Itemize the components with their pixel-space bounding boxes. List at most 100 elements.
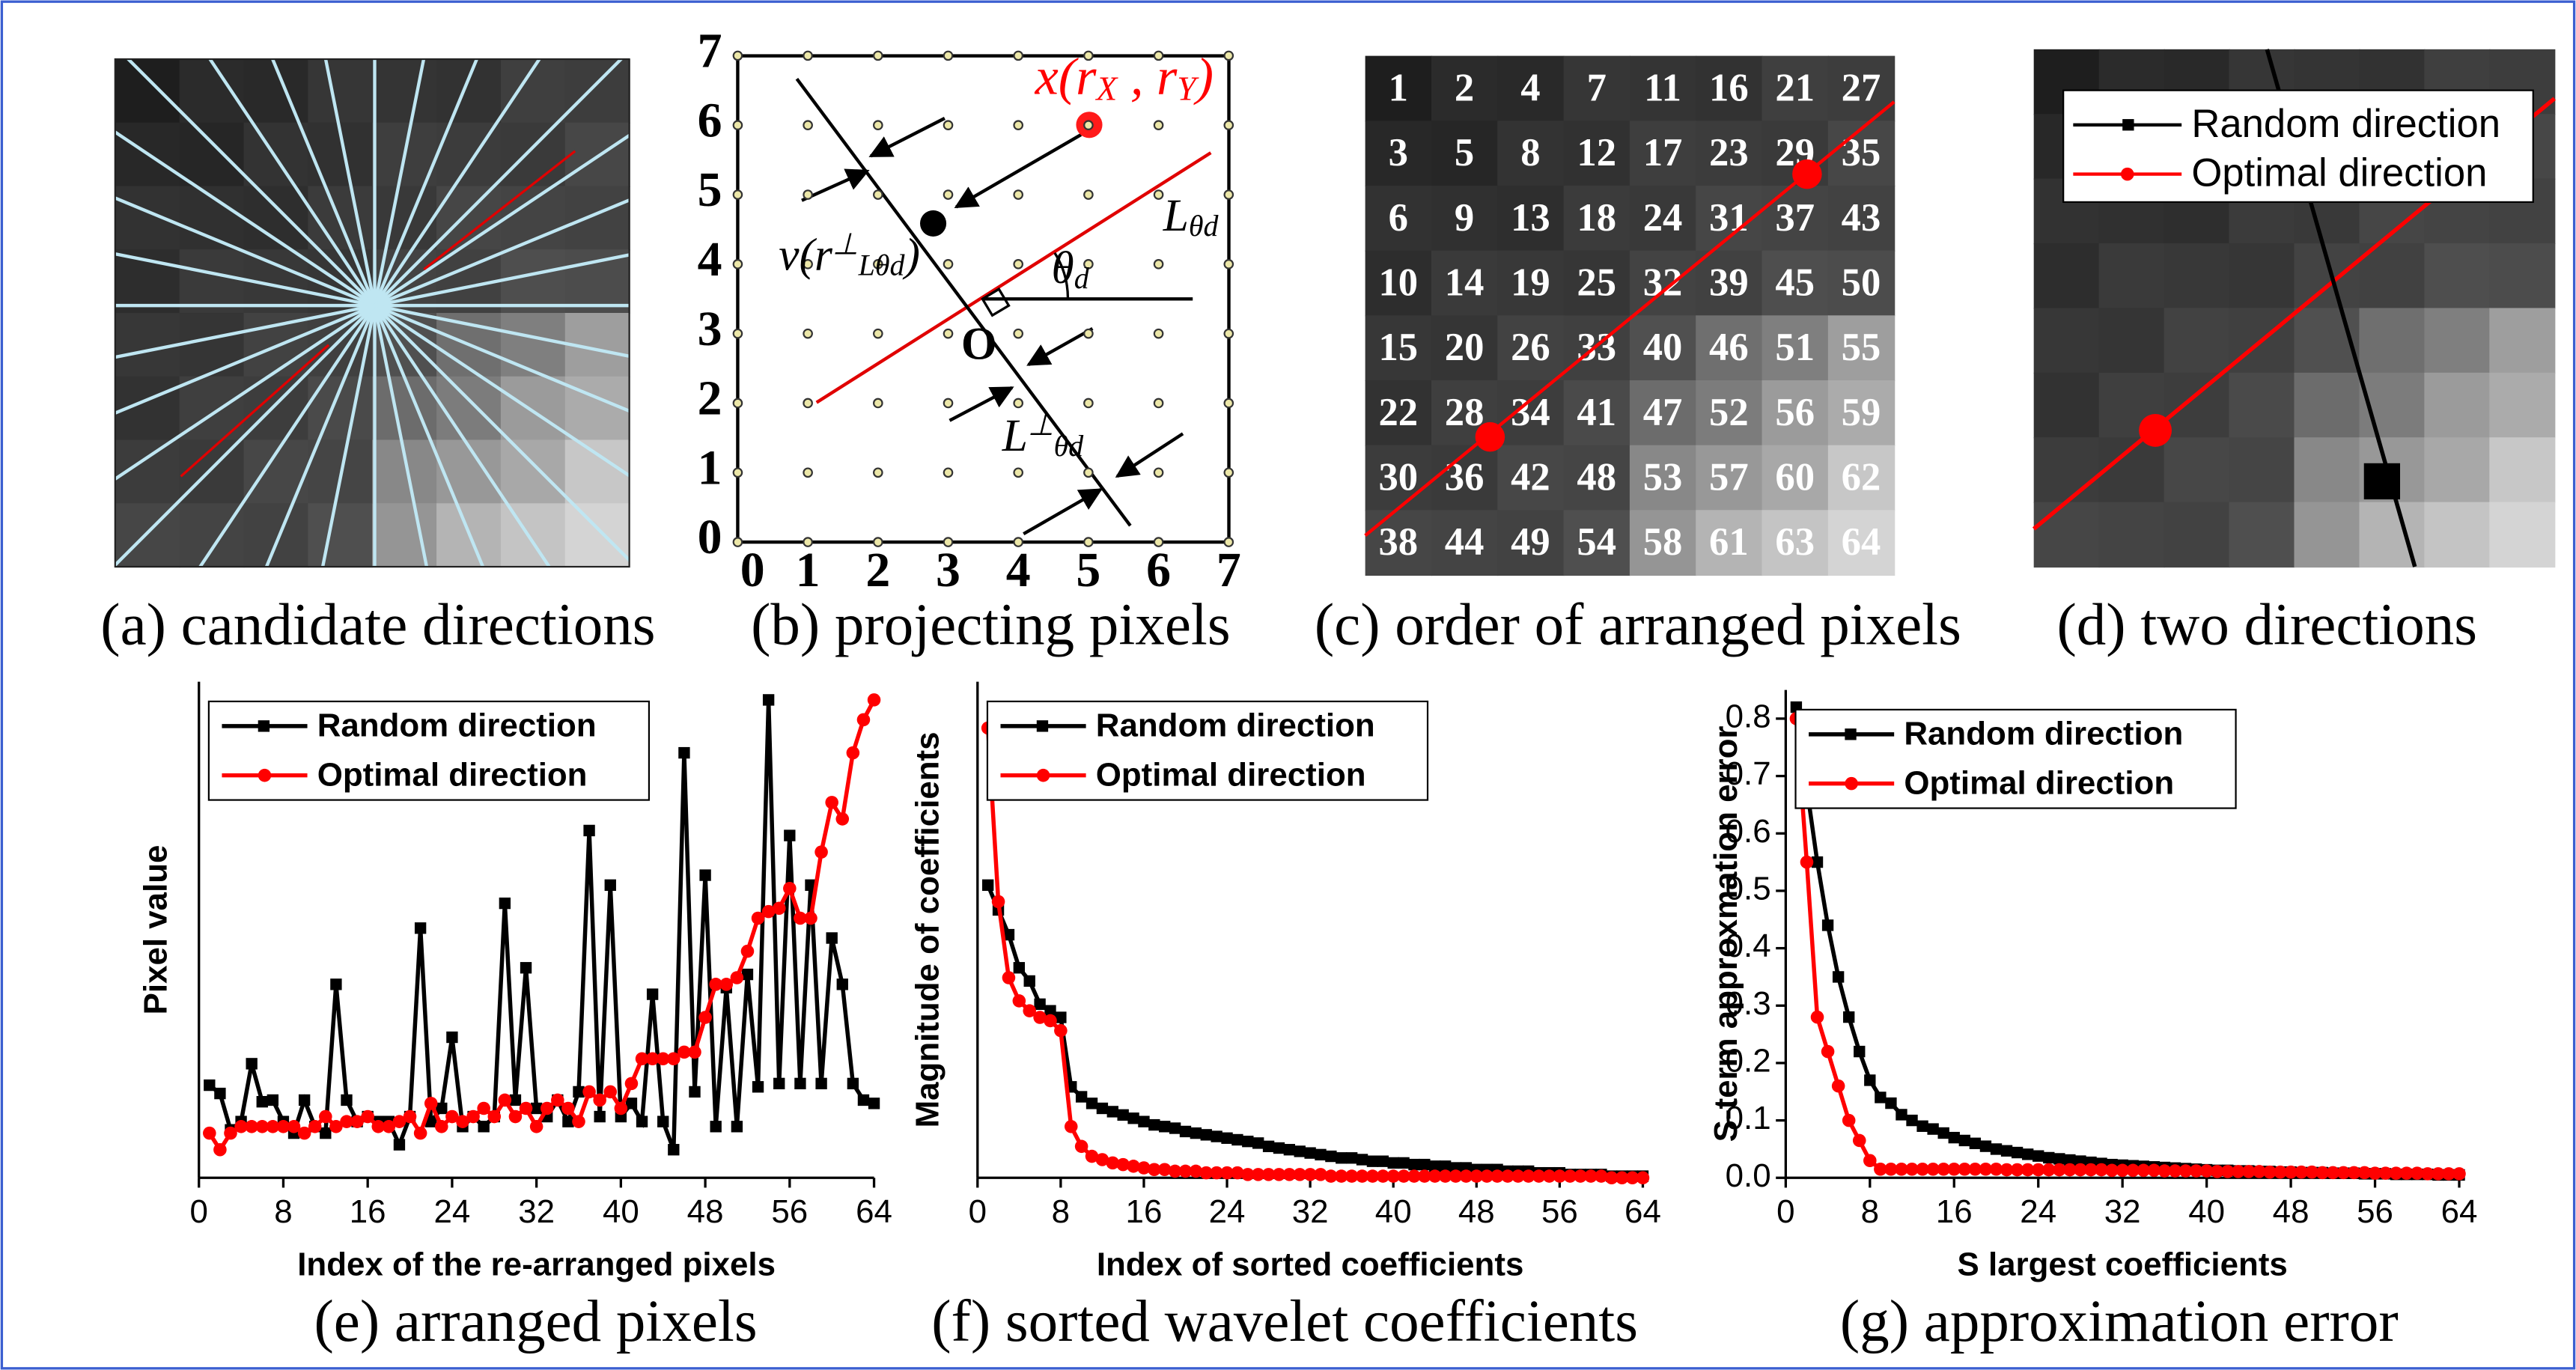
point-marker bbox=[1211, 1130, 1222, 1142]
point-marker bbox=[414, 922, 427, 934]
point-marker bbox=[1304, 1147, 1316, 1159]
y-tick-label: 0.0 bbox=[1726, 1157, 1771, 1194]
point-marker bbox=[2084, 1163, 2098, 1177]
order-number: 37 bbox=[1775, 196, 1815, 240]
point-marker bbox=[320, 1127, 332, 1139]
grid-dot bbox=[1083, 189, 1094, 200]
point-marker bbox=[783, 881, 797, 895]
grid-dot bbox=[1153, 50, 1164, 61]
point-marker bbox=[2011, 1146, 2024, 1159]
point-marker bbox=[2357, 1166, 2372, 1180]
order-number: 40 bbox=[1643, 326, 1683, 369]
order-number: 60 bbox=[1775, 455, 1815, 499]
point-marker bbox=[1821, 919, 1834, 931]
x-tick-label: 16 bbox=[350, 1193, 386, 1230]
point-marker bbox=[772, 901, 786, 916]
grid-dot bbox=[1083, 398, 1094, 409]
point-marker bbox=[815, 1077, 827, 1090]
order-number: 17 bbox=[1643, 131, 1683, 174]
x-tick-label: 64 bbox=[1625, 1193, 1661, 1230]
order-number: 24 bbox=[1643, 196, 1683, 240]
image-pixel bbox=[179, 249, 245, 314]
point-marker bbox=[1429, 1160, 1441, 1172]
point-marker bbox=[1480, 1169, 1493, 1183]
grid-dot bbox=[803, 467, 813, 478]
point-marker bbox=[2378, 1166, 2393, 1180]
x-tick-label: 32 bbox=[518, 1193, 555, 1230]
point-marker bbox=[267, 1094, 279, 1106]
point-marker bbox=[1937, 1127, 1949, 1139]
point-label: x(rX , rY) bbox=[1035, 48, 1214, 108]
point-marker bbox=[645, 1052, 660, 1066]
selected-pixel bbox=[1792, 159, 1822, 189]
image-pixel bbox=[1431, 55, 1499, 122]
x-tick-label: 5 bbox=[1076, 543, 1100, 597]
point-marker bbox=[689, 1086, 701, 1098]
x-tick-label: 64 bbox=[2441, 1193, 2478, 1230]
order-number: 38 bbox=[1378, 520, 1418, 564]
point-marker bbox=[1511, 1169, 1525, 1183]
order-number: 2 bbox=[1455, 66, 1474, 109]
x-tick-label: 0 bbox=[1776, 1193, 1794, 1230]
point-marker bbox=[2043, 1151, 2055, 1164]
point-marker bbox=[1033, 1011, 1047, 1024]
legend-label: Optimal direction bbox=[1096, 756, 1366, 793]
grid-dot bbox=[873, 50, 883, 61]
point-marker bbox=[1012, 994, 1026, 1008]
x-tick-label: 6 bbox=[1146, 543, 1171, 597]
optimal-ray bbox=[180, 344, 330, 478]
caption: (f) sorted wavelet coefficients bbox=[931, 1289, 1638, 1354]
point-marker bbox=[1532, 1169, 1546, 1183]
point-marker bbox=[1574, 1169, 1587, 1183]
order-number: 64 bbox=[1842, 520, 1881, 564]
point-marker bbox=[1200, 1129, 1212, 1141]
x-tick-label: 24 bbox=[2020, 1193, 2056, 1230]
point-marker bbox=[2263, 1165, 2277, 1179]
point-marker bbox=[478, 1121, 490, 1133]
legend-box bbox=[2062, 89, 2534, 203]
image-pixel bbox=[1497, 510, 1565, 576]
order-number: 43 bbox=[1842, 196, 1881, 240]
image-pixel bbox=[2359, 502, 2426, 568]
point-marker bbox=[1055, 1011, 1067, 1023]
point-marker bbox=[1852, 1133, 1866, 1148]
point-marker bbox=[1875, 1092, 1887, 1103]
point-marker bbox=[1863, 1154, 1877, 1168]
image-pixel bbox=[2229, 437, 2295, 503]
point-marker bbox=[1074, 1139, 1088, 1154]
point-marker bbox=[857, 1094, 870, 1106]
point-marker bbox=[1137, 1161, 1151, 1175]
label-part: Y bbox=[1177, 70, 1199, 108]
image-pixel bbox=[1696, 445, 1763, 511]
point-marker bbox=[487, 1109, 502, 1124]
image-pixel bbox=[2098, 308, 2165, 374]
point-marker bbox=[308, 1120, 322, 1133]
point-marker bbox=[1501, 1169, 1514, 1183]
point-marker bbox=[1044, 1005, 1056, 1017]
point-marker bbox=[1605, 1171, 1619, 1185]
y-tick-label: 0.2 bbox=[1726, 1043, 1771, 1080]
image-pixel bbox=[1563, 510, 1630, 576]
grid-dot bbox=[1083, 259, 1094, 270]
point-marker bbox=[1345, 1152, 1358, 1164]
image-pixel bbox=[2489, 502, 2556, 568]
order-number: 56 bbox=[1775, 391, 1815, 434]
point-marker bbox=[688, 1045, 701, 1059]
point-marker bbox=[1002, 928, 1015, 941]
grid-dot bbox=[1013, 120, 1024, 131]
point-marker bbox=[2368, 1166, 2382, 1180]
point-marker bbox=[1116, 1157, 1130, 1172]
image-pixel bbox=[2489, 437, 2556, 503]
image-pixel bbox=[2294, 437, 2360, 503]
grid-dot bbox=[1153, 120, 1164, 131]
point-marker bbox=[1595, 1169, 1608, 1183]
point-marker bbox=[1491, 1169, 1504, 1183]
point-marker bbox=[1314, 1168, 1327, 1181]
point-marker bbox=[519, 1101, 533, 1115]
image-pixel bbox=[1365, 445, 1433, 511]
x-tick-label: 4 bbox=[1006, 543, 1031, 597]
point-marker bbox=[2105, 1163, 2119, 1178]
x-tick-label: 56 bbox=[2357, 1193, 2393, 1230]
image-pixel bbox=[1431, 185, 1499, 252]
x-tick-label: 0 bbox=[740, 543, 765, 597]
